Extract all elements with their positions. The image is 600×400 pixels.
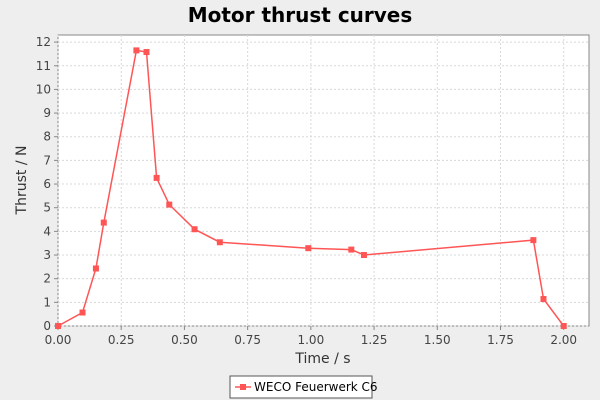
data-point xyxy=(348,246,355,253)
data-point xyxy=(216,239,223,246)
legend-label: WECO Feuerwerk C6 xyxy=(254,380,378,394)
data-point xyxy=(55,323,61,329)
data-point xyxy=(153,174,160,181)
grid-layer xyxy=(57,35,589,327)
data-point xyxy=(191,226,198,233)
x-tick-label: 1.00 xyxy=(297,333,324,347)
data-point xyxy=(560,323,567,329)
y-tick-label: 8 xyxy=(43,130,51,144)
y-tick-label: 7 xyxy=(43,153,51,167)
data-point xyxy=(166,201,173,208)
y-tick-label: 1 xyxy=(43,295,51,309)
y-tick-label: 2 xyxy=(43,272,51,286)
data-point xyxy=(305,245,312,252)
x-tick-label: 0.00 xyxy=(45,333,72,347)
series-line xyxy=(57,49,565,327)
data-point xyxy=(360,252,367,259)
y-tick-label: 6 xyxy=(43,177,51,191)
x-tick-label: 0.75 xyxy=(234,333,261,347)
x-tick-label: 0.50 xyxy=(171,333,198,347)
data-point xyxy=(79,309,86,316)
y-tick-label: 9 xyxy=(43,106,51,120)
data-point xyxy=(143,49,150,56)
x-tick-label: 1.25 xyxy=(361,333,388,347)
data-point xyxy=(540,296,547,303)
y-tick-label: 11 xyxy=(36,59,51,73)
y-tick-label: 5 xyxy=(43,201,51,215)
chart-title: Motor thrust curves xyxy=(188,3,413,27)
y-tick-label: 0 xyxy=(43,319,51,333)
legend-box xyxy=(229,375,373,399)
x-axis-label: Time / s xyxy=(294,351,350,367)
legend: WECO Feuerwerk C6 xyxy=(229,375,378,399)
plot-area xyxy=(57,34,590,327)
x-tick-label: 1.50 xyxy=(424,333,451,347)
legend-marker-swatch xyxy=(240,384,246,390)
x-tick-label: 1.75 xyxy=(487,333,514,347)
y-tick-label: 3 xyxy=(43,248,51,262)
data-point xyxy=(133,47,140,54)
x-tick-label: 2.00 xyxy=(550,333,577,347)
y-tick-label: 10 xyxy=(36,82,51,96)
data-point xyxy=(92,265,99,272)
x-tick-label: 0.25 xyxy=(108,333,135,347)
data-point xyxy=(100,219,107,226)
data-point xyxy=(530,237,537,244)
series-layer xyxy=(55,47,567,329)
y-axis-label: Thrust / N xyxy=(14,146,30,216)
y-tick-label: 12 xyxy=(36,35,51,49)
y-tick-label: 4 xyxy=(43,224,51,238)
